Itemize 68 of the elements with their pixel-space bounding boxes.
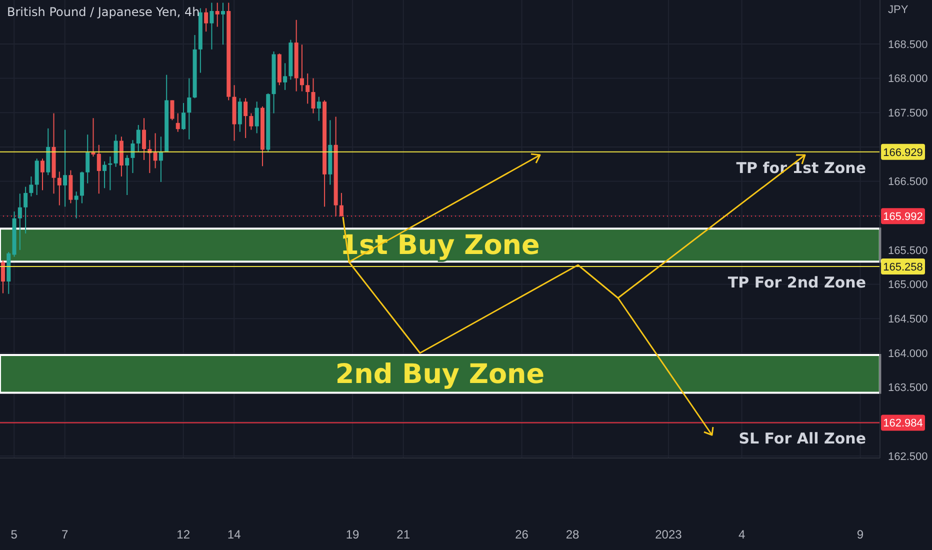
candlestick (136, 124, 140, 152)
candlestick (244, 98, 248, 139)
y-tick-label: 168.500 (888, 38, 928, 51)
candlestick (182, 102, 186, 130)
candlestick (210, 2, 214, 50)
x-tick-label: 14 (227, 528, 242, 542)
y-tick-label: 163.500 (888, 382, 928, 394)
y-tick-label: 167.500 (888, 108, 928, 120)
candlestick (187, 78, 192, 140)
ref-line-label: TP for 1st Zone (736, 158, 866, 177)
candlestick (254, 101, 259, 134)
x-tick-label: 4 (738, 528, 746, 542)
y-tick-label: 166.500 (888, 176, 928, 188)
candlestick (74, 191, 78, 219)
candlestick (114, 134, 118, 168)
annotation: 162.984 (883, 418, 923, 430)
ref-line-label: SL For All Zone (738, 430, 866, 448)
candlestick (283, 62, 288, 90)
y-tick-label: 168.000 (888, 73, 928, 86)
candlestick (57, 171, 62, 206)
x-tick-label: 26 (515, 528, 529, 542)
x-tick-label: 2023 (655, 528, 682, 542)
candlestick (176, 112, 180, 132)
candlestick (221, 2, 225, 46)
y-tick-label: 162.500 (888, 450, 928, 463)
candlestick (215, 2, 220, 28)
candlestick (238, 98, 242, 132)
candlestick (29, 176, 34, 197)
candlestick (40, 158, 44, 191)
candlestick (1, 260, 5, 294)
candlestick (86, 134, 90, 184)
annotation: 165.992 (883, 211, 923, 224)
annotation: 166.929 (883, 146, 923, 159)
y-tick-label: 164.000 (888, 348, 928, 360)
candlestick (316, 96, 321, 122)
candlestick (339, 192, 344, 217)
band-label: 2nd Buy Zone (335, 358, 545, 390)
candlestick (170, 100, 174, 121)
candlestick (125, 154, 130, 196)
candlestick (204, 8, 208, 32)
candlestick (311, 78, 316, 114)
candlestick (102, 160, 107, 189)
candlestick (80, 171, 84, 204)
x-tick-label: 9 (856, 528, 864, 542)
candlestick (130, 140, 135, 174)
x-tick-label: 5 (10, 528, 18, 542)
annotation: 165.258 (883, 262, 923, 274)
candlestick (153, 132, 158, 169)
candlestick (108, 156, 112, 191)
x-tick-label: 12 (176, 528, 190, 542)
x-tick-label: 19 (346, 528, 360, 542)
x-tick-label: 28 (566, 528, 580, 542)
candlestick (300, 44, 304, 92)
ref-line-label: TP For 2nd Zone (728, 274, 866, 292)
x-tick-label: 7 (62, 528, 69, 542)
candlestick (306, 72, 310, 104)
candlestick (158, 136, 163, 182)
candlestick (24, 186, 28, 234)
candlestick (142, 118, 146, 160)
y-tick-label: 165.500 (888, 244, 928, 257)
candlestick (249, 112, 254, 130)
candlestick (63, 129, 68, 208)
y-axis-title: JPY (888, 4, 908, 16)
y-tick-label: 165.000 (888, 279, 928, 292)
y-tick-label: 164.500 (888, 314, 928, 326)
x-tick-label: 21 (396, 528, 410, 542)
candlestick (18, 193, 22, 250)
text: British Pound / Japanese Yen, 4h (7, 5, 200, 19)
